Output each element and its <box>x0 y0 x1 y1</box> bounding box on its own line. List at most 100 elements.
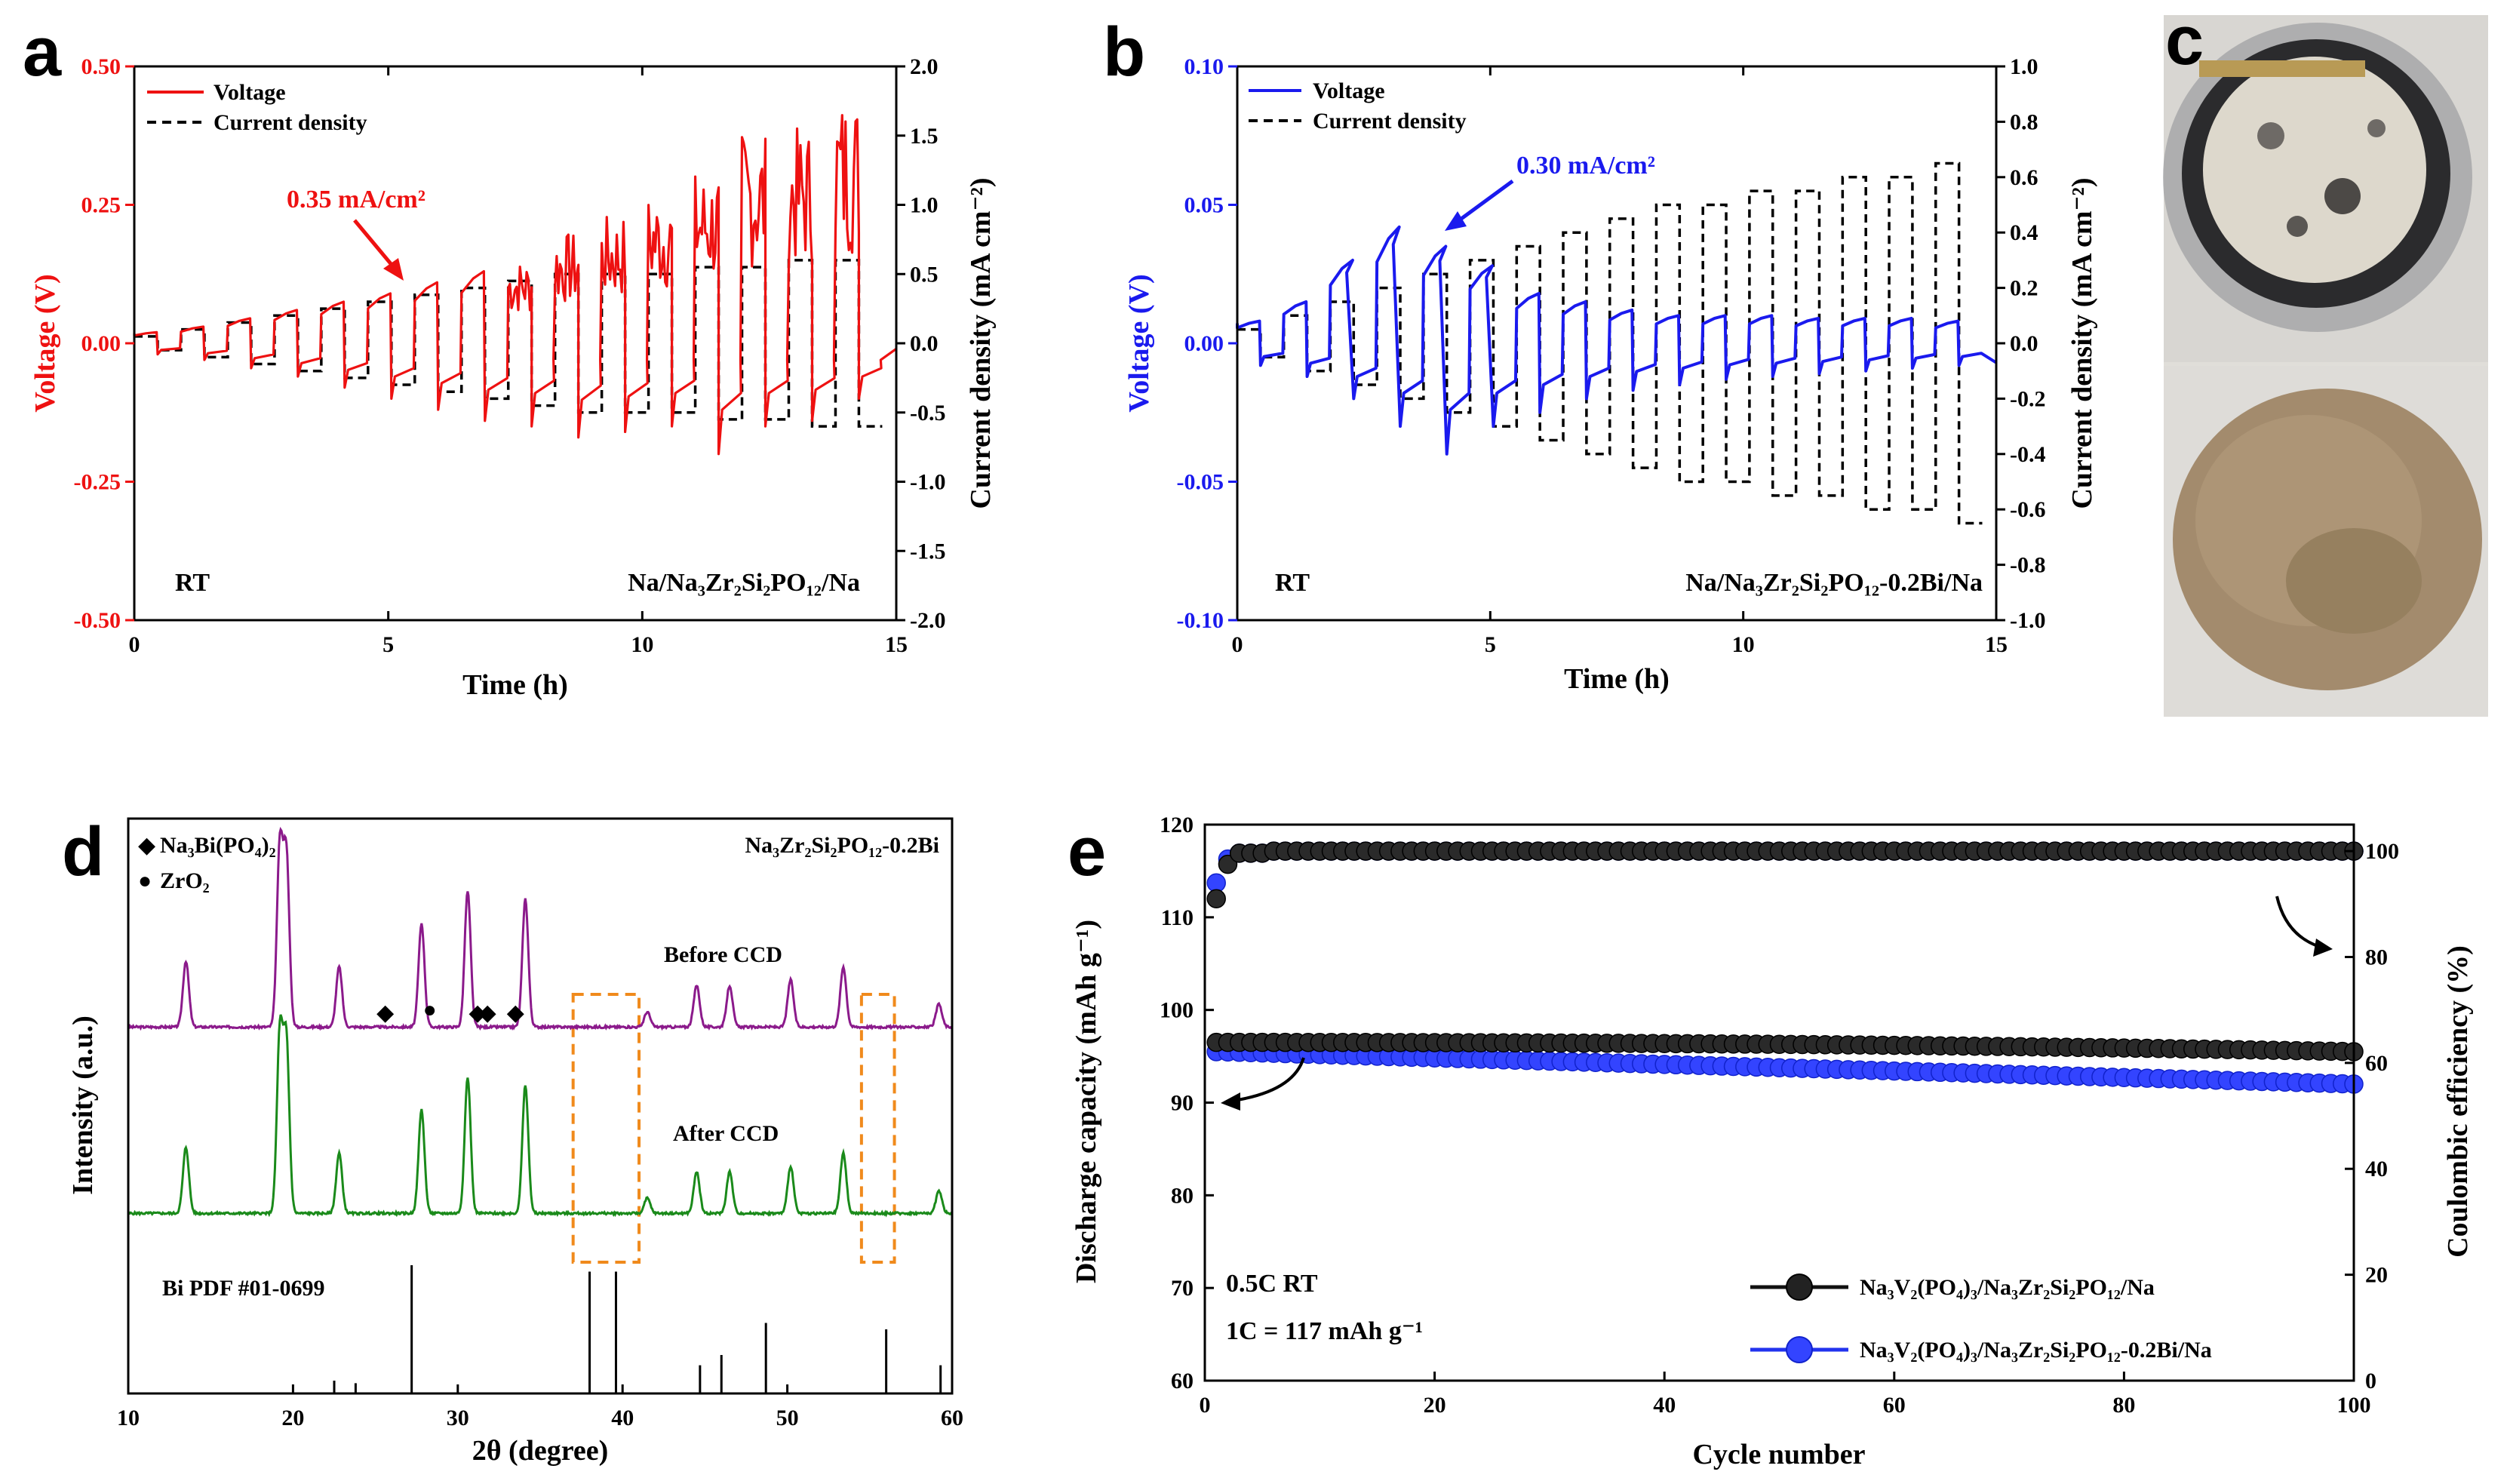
panel-d-reference-label: Bi PDF #01-0699 <box>162 1276 325 1301</box>
panel-d-xlabel: 2θ (degree) <box>472 1435 609 1467</box>
panel-a-ytick-label: -0.50 <box>74 608 121 633</box>
panel-e-data <box>1206 841 2364 1094</box>
panel-d-legend-na3bipo4: Na₃Bi(PO₄)₂ <box>160 833 276 858</box>
panel-e: e 0 20 40 60 80 100 60 70 80 90 100 110 120 0 20 40 60 80… <box>1068 813 2474 1470</box>
panel-d-legend-dot-marker: ● <box>138 868 152 893</box>
panel-e-ytick-label: 80 <box>1171 1183 1194 1208</box>
panel-a-xlabel: Time (h) <box>462 669 568 701</box>
panel-d: d ◆ ◆◆ ◆● 10 20 30 40 50 60 2θ (degree) Intensi… <box>62 813 963 1467</box>
panel-e-ce-arrowhead <box>2313 939 2333 957</box>
panel-e-ytick-label: 90 <box>1171 1091 1194 1116</box>
panel-a-y2tick-label: -2.0 <box>910 608 946 633</box>
panel-e-y2tick-label: 100 <box>2365 839 2399 864</box>
panel-a-y2tick-label: 0.5 <box>910 262 939 287</box>
panel-a-y2tick-label: -1.5 <box>910 539 946 564</box>
panel-b-y2label: Current density (mA cm⁻²) <box>2066 177 2098 508</box>
panel-b-xlabel: Time (h) <box>1564 663 1670 695</box>
panel-b-y2tick-label: -0.8 <box>2010 553 2046 578</box>
panel-a-xtick-label: 10 <box>631 632 653 657</box>
panel-e-y2label: Coulombic efficiency (%) <box>2442 945 2474 1258</box>
panel-b-ytick-label: 0.10 <box>1184 54 1224 79</box>
panel-d-na3bipo4-marker: ◆ <box>376 1000 394 1025</box>
panel-a-frame <box>133 65 898 622</box>
panel-b-annotation: 0.30 mA/cm² <box>1516 152 1655 180</box>
panel-b-y2tick-label: 0.0 <box>2010 331 2038 356</box>
panel-a-y2tick-label: 2.0 <box>910 54 939 79</box>
panel-b-y2tick-label: 1.0 <box>2010 54 2038 79</box>
panel-b-y2tick-label: 0.6 <box>2010 165 2038 190</box>
panel-e-ytick-label: 120 <box>1160 813 1194 837</box>
panel-d-after-ccd-pattern <box>127 1014 953 1218</box>
panel-b-current-line <box>1237 161 1983 525</box>
panel-a-ytick-label: 0.00 <box>81 331 121 356</box>
panel-d-na3bipo4-marker: ◆ <box>507 1000 524 1025</box>
panel-e-condition-1: 0.5C RT <box>1226 1270 1318 1298</box>
panel-d-zro2-marker: ● <box>423 997 437 1022</box>
panel-b-label: b <box>1103 14 1145 91</box>
panel-b-legend-voltage: Voltage <box>1313 78 1385 103</box>
panel-d-before-ccd-pattern <box>127 826 954 1031</box>
panel-a-voltage-line <box>133 114 897 456</box>
panel-e-xtick-label: 40 <box>1653 1393 1676 1418</box>
panel-b-xtick-label: 5 <box>1485 632 1496 657</box>
panel-b-annotation-arrowhead <box>1445 211 1467 231</box>
panel-d-frame <box>127 817 954 1395</box>
panel-e-y2tick-label: 60 <box>2365 1051 2388 1076</box>
panel-b-condition: RT <box>1275 569 1310 597</box>
panel-e-y2tick-label: 0 <box>2365 1369 2376 1393</box>
panel-a-y2tick-label: 1.5 <box>910 124 939 149</box>
panel-a-y2label: Current density (mA cm⁻²) <box>965 177 997 508</box>
panel-a-ytick-label: 0.50 <box>81 54 121 79</box>
panel-a-y2tick-label: 0.0 <box>910 331 939 356</box>
panel-d-xtick-label: 60 <box>941 1406 963 1430</box>
panel-e-legend-swatch-2-marker <box>1786 1336 1813 1363</box>
panel-b: b 0 5 10 15 -0.10 -0.05 0.00 0.05 0.10 -1.0 -0.8 -0… <box>1103 14 2098 695</box>
panel-e-ylabel: Discharge capacity (mAh g⁻¹) <box>1071 920 1102 1283</box>
panel-b-ticks: 0 5 10 15 -0.10 -0.05 0.00 0.05 0.10 -1.0 -0.8 -0.6… <box>1177 54 2046 657</box>
panel-e-xlabel: Cycle number <box>1692 1439 1865 1470</box>
panel-a-xtick-label: 15 <box>885 632 908 657</box>
panel-d-ticks: 10 20 30 40 50 60 <box>117 1384 963 1430</box>
panel-e-legend-series-1: Na₃V₂(PO₄)₃/Na₃Zr₂Si₂PO₁₂/Na <box>1860 1275 2155 1300</box>
panel-a-cell: Na/Na₃Zr₂Si₂PO₁₂/Na <box>628 569 860 597</box>
panel-e-ytick-label: 70 <box>1171 1276 1194 1301</box>
panel-b-xtick-label: 0 <box>1232 632 1243 657</box>
panel-a-legend-voltage: Voltage <box>214 80 286 105</box>
panel-d-xtick-label: 40 <box>611 1406 634 1430</box>
panel-d-xtick-label: 30 <box>447 1406 469 1430</box>
panel-b-voltage-line <box>1236 225 1998 456</box>
panel-e-ce-point-1 <box>1206 889 1226 909</box>
panel-b-legend-current: Current density <box>1313 109 1467 134</box>
panel-b-ytick-label: 0.00 <box>1184 331 1224 356</box>
panel-e-legend-swatch-1-marker <box>1786 1274 1813 1301</box>
panel-e-y2tick-label: 20 <box>2365 1263 2388 1288</box>
panel-a-label: a <box>23 14 62 91</box>
panel-d-na3bipo4-marker: ◆ <box>469 1000 486 1025</box>
panel-a-current-line <box>134 259 883 428</box>
panel-d-after-label: After CCD <box>673 1121 779 1146</box>
panel-d-highlight-box <box>571 993 641 1264</box>
panel-b-ylabel: Voltage (V) <box>1123 274 1155 412</box>
panel-d-label: d <box>62 813 104 890</box>
panel-d-data: ◆ ◆◆ ◆● <box>127 826 954 1393</box>
panel-a: a 0 5 10 15 -0.50 -0.25 0.00 0.25 0.50 -2.0 -1.5 -1… <box>23 14 997 701</box>
panel-d-before-label: Before CCD <box>664 942 782 967</box>
panel-a-xtick-label: 0 <box>129 632 140 657</box>
panel-e-ytick-label: 100 <box>1160 998 1194 1023</box>
panel-d-na3bipo4-marker: ◆ <box>479 1000 496 1025</box>
panel-a-y2tick-label: -0.5 <box>910 401 946 426</box>
panel-b-y2tick-label: -0.2 <box>2010 386 2046 411</box>
panel-a-xtick-label: 5 <box>382 632 394 657</box>
panel-e-capacity-arrowhead <box>1221 1092 1240 1111</box>
panel-c-label: c <box>2165 2 2204 79</box>
panel-d-legend-zro2: ZrO₂ <box>160 868 210 893</box>
panel-e-y2tick-label: 80 <box>2365 945 2388 969</box>
panel-e-frame <box>1203 823 2355 1382</box>
panel-e-ytick-label: 110 <box>1161 905 1194 930</box>
panel-a-ytick-label: 0.25 <box>81 193 121 218</box>
panel-d-highlight-box <box>859 993 896 1264</box>
panel-a-annotation-arrow <box>353 219 398 272</box>
panel-d-xtick-label: 50 <box>776 1406 799 1430</box>
panel-d-xtick-label: 10 <box>117 1406 140 1430</box>
panel-a-ytick-label: -0.25 <box>74 470 121 495</box>
